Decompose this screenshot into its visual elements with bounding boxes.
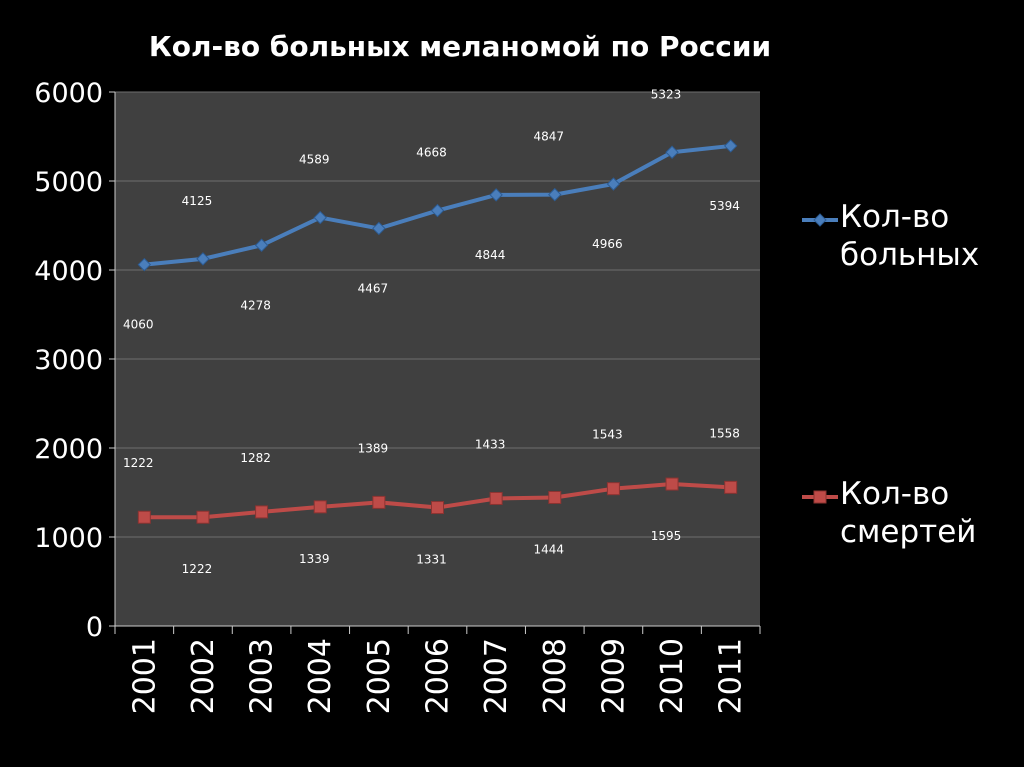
legend-label-deaths-line2: смертей — [840, 514, 977, 550]
data-point-sick — [372, 221, 386, 236]
data-point-deaths — [665, 477, 679, 491]
x-tick-label: 2002 — [186, 638, 221, 714]
legend-swatch-diamond-icon — [802, 213, 838, 227]
chart-title: Кол-во больных меланомой по России — [148, 30, 772, 63]
data-point-deaths — [255, 505, 269, 519]
legend-label-sick-line1: Кол-во — [840, 199, 950, 235]
data-point-deaths — [196, 510, 210, 524]
data-label-deaths: 1222 — [123, 456, 154, 470]
legend-label-sick: Кол-во больных — [840, 198, 979, 274]
x-tick-label: 2004 — [303, 638, 338, 714]
x-tick-label: 2007 — [479, 638, 514, 714]
data-label-sick: 4966 — [592, 237, 623, 251]
data-label-deaths: 1339 — [299, 552, 330, 566]
data-label-sick: 4844 — [475, 248, 506, 262]
data-label-deaths: 1543 — [592, 428, 623, 442]
data-point-deaths — [724, 480, 738, 494]
data-label-sick: 4847 — [533, 130, 564, 144]
x-tick-label: 2010 — [655, 638, 690, 714]
data-label-deaths: 1389 — [358, 441, 389, 455]
data-point-sick — [606, 177, 621, 191]
data-label-sick: 4125 — [182, 194, 213, 208]
x-tick-label: 2008 — [538, 638, 573, 714]
data-label-deaths: 1433 — [475, 437, 506, 451]
data-label-sick: 4278 — [240, 298, 271, 312]
x-tick-label: 2005 — [362, 638, 397, 714]
legend-item-deaths: Кол-во смертей — [800, 475, 1020, 555]
data-point-sick — [313, 210, 327, 225]
data-point-deaths — [606, 482, 620, 496]
gridlines — [115, 91, 760, 538]
data-label-deaths: 1222 — [182, 562, 213, 576]
data-point-sick — [254, 238, 269, 252]
series-layer — [137, 139, 738, 524]
legend-item-sick: Кол-во больных — [800, 198, 1020, 278]
legend-swatch-square-icon — [802, 490, 838, 504]
data-point-sick — [723, 139, 738, 153]
data-label-deaths: 1558 — [709, 426, 740, 440]
data-point-sick — [430, 203, 445, 218]
x-tick-label: 2001 — [127, 638, 162, 714]
data-point-sick — [665, 145, 679, 159]
data-point-sick — [489, 188, 503, 202]
data-label-sick: 4060 — [123, 318, 154, 332]
data-point-sick — [548, 187, 562, 202]
y-tick-label: 5000 — [34, 167, 103, 198]
data-point-sick — [137, 257, 152, 272]
y-tick-label: 2000 — [34, 434, 103, 465]
data-labels: 4060 4125 4278 4589 4467 4668 4844 4847 4966 5323… — [123, 87, 740, 576]
y-tick-label: 0 — [86, 612, 103, 643]
y-tick-label: 4000 — [34, 256, 103, 287]
data-point-deaths — [431, 501, 444, 515]
data-point-deaths — [489, 491, 503, 505]
data-label-sick: 4668 — [416, 146, 447, 160]
x-tick-label: 2009 — [596, 638, 631, 714]
data-point-deaths — [372, 495, 386, 509]
x-tick-label: 2003 — [245, 638, 280, 714]
axes: 0 1000 2000 3000 4000 5000 6000 2001 2002 2003 200… — [34, 78, 761, 714]
legend-label-sick-line2: больных — [840, 237, 980, 273]
legend-label-deaths-line1: Кол-во — [840, 476, 950, 512]
data-point-deaths — [313, 500, 327, 514]
y-tick-label: 6000 — [34, 78, 103, 109]
y-tick-label: 3000 — [34, 345, 103, 376]
data-label-sick: 5323 — [651, 87, 682, 101]
x-tick-label: 2006 — [421, 638, 456, 714]
data-label-sick: 5394 — [709, 199, 740, 213]
legend-label-deaths: Кол-во смертей — [840, 475, 976, 551]
data-label-deaths: 1331 — [416, 553, 447, 567]
data-label-deaths: 1595 — [651, 529, 682, 543]
data-label-sick: 4589 — [299, 153, 330, 167]
x-tick-label: 2011 — [714, 638, 749, 714]
data-point-sick — [196, 252, 210, 266]
data-point-deaths — [548, 490, 562, 504]
data-label-deaths: 1282 — [240, 451, 271, 465]
data-point-deaths — [137, 510, 151, 524]
data-label-deaths: 1444 — [533, 542, 564, 556]
y-tick-label: 1000 — [34, 523, 103, 554]
data-label-sick: 4467 — [358, 281, 389, 295]
